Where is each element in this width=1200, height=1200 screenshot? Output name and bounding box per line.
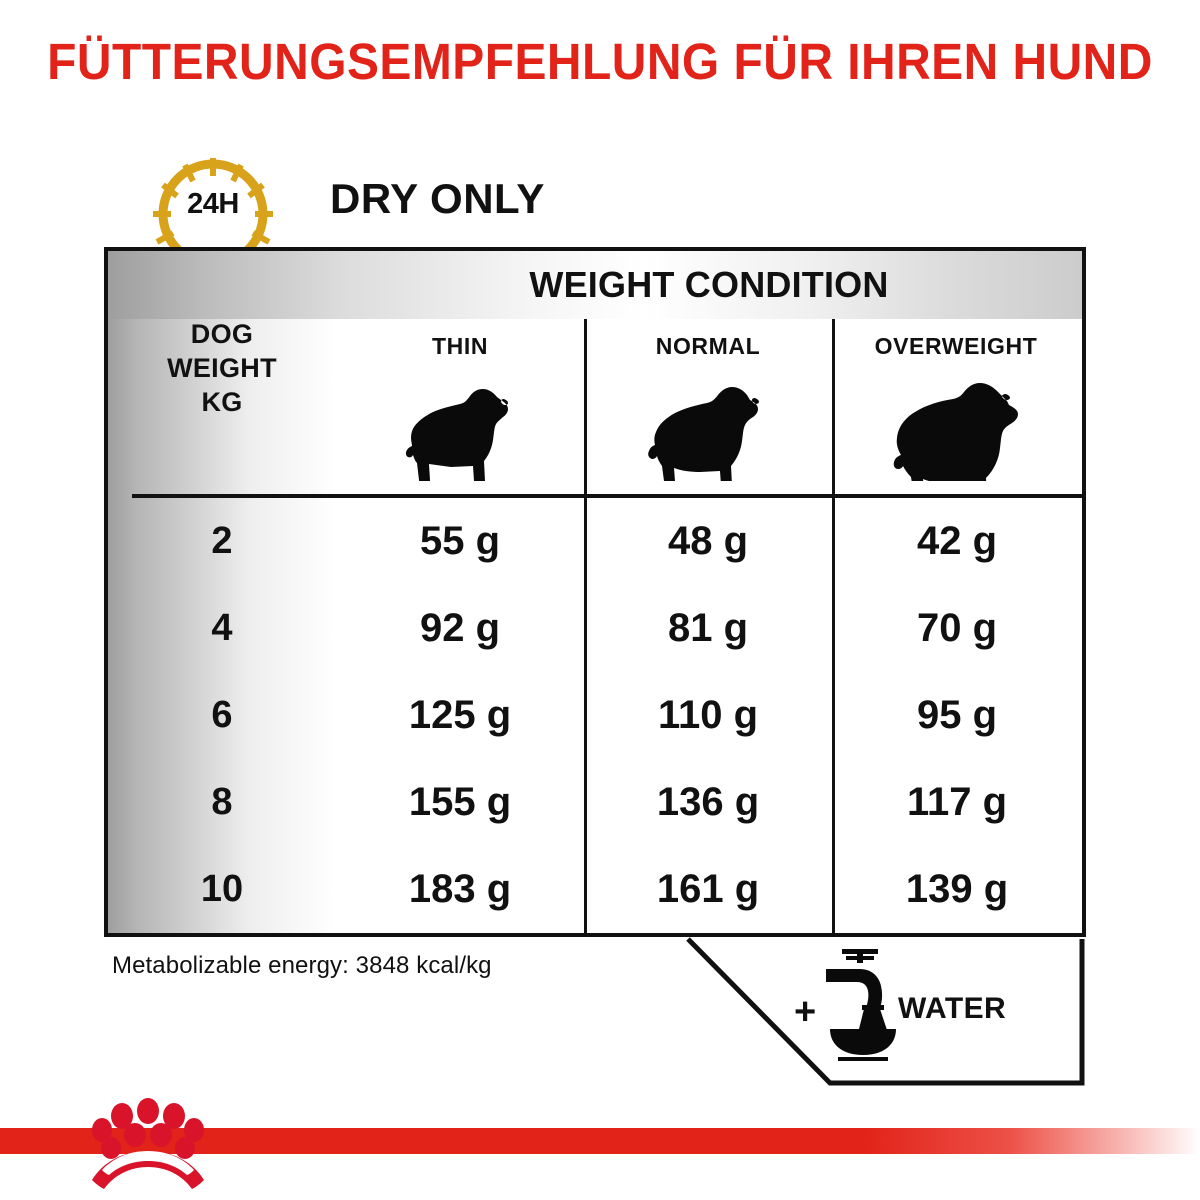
cell-dog-weight: 10 (200, 868, 244, 910)
condition-column-overweight: OVERWEIGHT (832, 319, 1080, 497)
plus-icon: + (794, 991, 817, 1033)
dog-normal-icon (584, 369, 832, 489)
water-label: WATER (898, 992, 1007, 1025)
weight-condition-header: WEIGHT CONDITION (529, 264, 889, 305)
gauge-24h-label: 24H (187, 188, 239, 220)
condition-column-thin: THIN (336, 319, 584, 497)
dog-weight-column-background (108, 251, 336, 933)
cell-overweight: 139 g (905, 867, 1009, 911)
condition-label-thin: THIN (431, 333, 489, 359)
cell-normal: 136 g (656, 780, 760, 824)
table-row: 10 183 g 161 g 139 g (108, 846, 1082, 933)
dog-weight-header-line-1: DOG (190, 319, 254, 349)
cell-dog-weight: 2 (211, 520, 233, 562)
metabolizable-energy-text: Metabolizable energy: 3848 kcal/kg (112, 952, 492, 979)
gauge-24h-icon: 24H (146, 152, 280, 256)
body-column-divider (832, 498, 835, 933)
dog-weight-header-line-3: KG (201, 387, 243, 417)
cell-overweight: 117 g (906, 780, 1008, 824)
cell-thin: 183 g (408, 867, 512, 911)
dog-weight-header-line-2: WEIGHT (167, 353, 277, 383)
table-row: 8 155 g 136 g 117 g (108, 759, 1082, 846)
cell-overweight: 42 g (916, 519, 998, 563)
dog-overweight-icon (832, 369, 1080, 489)
cell-thin: 92 g (419, 606, 501, 650)
feeding-table-body: 2 55 g 48 g 42 g 4 92 g 81 g 70 g 6 125 … (108, 498, 1082, 933)
cell-thin: 55 g (419, 519, 501, 563)
body-column-divider (584, 498, 587, 933)
cell-normal: 48 g (667, 519, 749, 563)
column-divider (832, 319, 835, 497)
royal-canin-crown-logo (78, 1098, 218, 1194)
feeding-mode-label: DRY ONLY (330, 175, 545, 222)
cell-dog-weight: 4 (211, 607, 233, 649)
faucet-bowl-icon (820, 947, 904, 1063)
cell-normal: 81 g (667, 606, 749, 650)
cell-overweight: 95 g (916, 693, 998, 737)
condition-header-row: THIN NORMAL OVERWEIGHT (336, 319, 1082, 497)
cell-normal: 110 g (657, 693, 759, 737)
cell-thin: 155 g (408, 780, 512, 824)
weight-condition-band (108, 251, 1082, 319)
feeding-table: WEIGHT CONDITION DOG WEIGHT KG THIN NORM… (104, 247, 1086, 937)
cell-overweight: 70 g (916, 606, 998, 650)
cell-normal: 161 g (656, 867, 760, 911)
cell-dog-weight: 6 (211, 694, 233, 736)
cell-dog-weight: 8 (211, 781, 233, 823)
condition-label-normal: NORMAL (655, 333, 761, 359)
table-row: 6 125 g 110 g 95 g (108, 672, 1082, 759)
table-row: 4 92 g 81 g 70 g (108, 585, 1082, 672)
condition-column-normal: NORMAL (584, 319, 832, 497)
cell-thin: 125 g (408, 693, 512, 737)
table-row: 2 55 g 48 g 42 g (108, 498, 1082, 585)
column-divider (584, 319, 587, 497)
condition-label-overweight: OVERWEIGHT (874, 333, 1038, 359)
header-body-separator (132, 494, 1082, 498)
dog-thin-icon (336, 369, 584, 489)
water-callout: + WATER (680, 935, 1086, 1087)
page-title: FÜTTERUNGSEMPFEHLUNG FÜR IHREN HUND (47, 33, 1153, 90)
dog-weight-header: DOG WEIGHT KG (108, 317, 336, 419)
